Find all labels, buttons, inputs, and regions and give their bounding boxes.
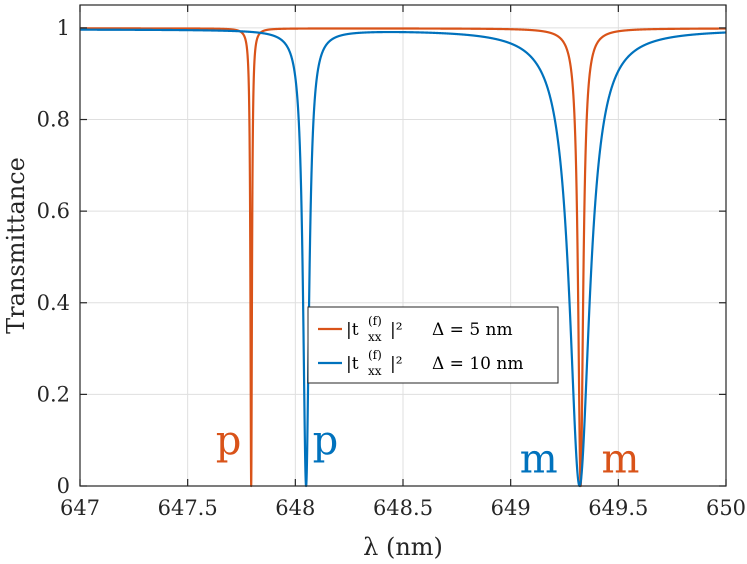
grid bbox=[79, 5, 727, 487]
legend-box bbox=[307, 306, 559, 384]
y-tick-label: 0.2 bbox=[37, 382, 70, 406]
legend-label-tail: |² bbox=[390, 320, 403, 340]
y-tick-label: 0 bbox=[57, 474, 70, 498]
annotation-label: m bbox=[520, 436, 558, 482]
y-tick-label: 0.6 bbox=[37, 199, 70, 223]
legend-label-main: |t bbox=[346, 320, 359, 340]
x-tick-label: 648.5 bbox=[373, 496, 433, 520]
legend-label-sup: (f) bbox=[368, 348, 382, 362]
legend-label-delta: Δ = 10 nm bbox=[432, 354, 523, 374]
x-tick-label: 647 bbox=[60, 496, 100, 520]
x-tick-label: 647.5 bbox=[158, 496, 218, 520]
legend-label-tail: |² bbox=[390, 354, 403, 374]
x-tick-label: 649.5 bbox=[588, 496, 648, 520]
y-tick-label: 1 bbox=[57, 16, 70, 40]
legend-label-delta: Δ = 5 nm bbox=[432, 320, 513, 340]
x-tick-label: 648 bbox=[275, 496, 315, 520]
annotation-label: m bbox=[602, 436, 640, 482]
series-line-1 bbox=[79, 28, 727, 488]
y-tick-label: 0.8 bbox=[37, 108, 70, 132]
axis-ticks: 647 647.5 648 648.5 649 649.5 650 0 0.2 0.4 0.6 0.8… bbox=[37, 5, 746, 520]
y-axis-label: Transmittance bbox=[2, 157, 30, 334]
annotation-label: p bbox=[216, 418, 242, 464]
legend-label-sub: xx bbox=[368, 364, 382, 378]
legend-label-sup: (f) bbox=[368, 314, 382, 328]
plot-curves bbox=[79, 27, 727, 488]
y-tick-label: 0.4 bbox=[37, 291, 70, 315]
legend-label-main: |t bbox=[346, 354, 359, 374]
legend-label-sub: xx bbox=[368, 330, 382, 344]
x-tick-label: 649 bbox=[491, 496, 531, 520]
x-axis-label: λ (nm) bbox=[363, 533, 443, 561]
legend: |t (f) xx |² Δ = 5 nm |t (f) xx |² Δ = 10 nm bbox=[307, 306, 559, 384]
series-line-0 bbox=[79, 27, 727, 488]
annotation-label: p bbox=[313, 418, 339, 464]
x-tick-label: 650 bbox=[706, 496, 746, 520]
